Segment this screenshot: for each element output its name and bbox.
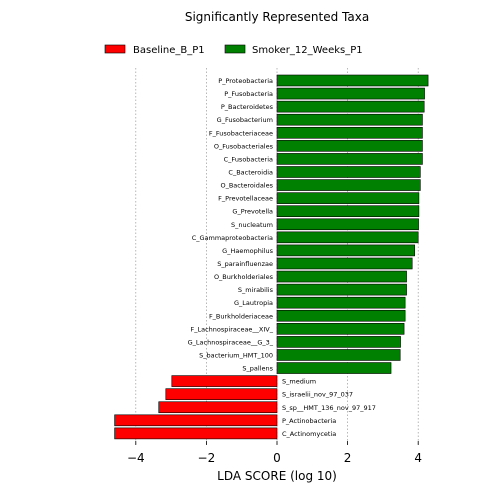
x-axis-label: LDA SCORE (log 10): [217, 469, 337, 483]
bar-label: F_Burkholderiaceae: [209, 312, 273, 320]
bar: [276, 74, 429, 87]
bar: [276, 126, 423, 139]
bar-label: S_parainfluenzae: [217, 260, 273, 268]
legend-label-smoker: Smoker_12_Weeks_P1: [252, 45, 363, 56]
bar: [114, 427, 278, 440]
x-tick-label: −2: [198, 451, 216, 465]
x-axis-ticks: −4 −2 0 2 4: [127, 441, 422, 465]
bar: [276, 113, 423, 126]
legend-label-baseline: Baseline_B_P1: [133, 45, 205, 56]
legend: Baseline_B_P1 Smoker_12_Weeks_P1: [104, 44, 363, 56]
bar: [165, 388, 278, 400]
bar-label: G_Prevotella: [232, 208, 273, 216]
bar-label: F_Prevotellaceae: [218, 195, 273, 203]
bar: [276, 218, 419, 231]
bar: [276, 283, 407, 296]
bar-labels: P_Proteobacteria P_Fusobacteria P_Bacteroi…: [188, 77, 376, 438]
bar: [276, 140, 423, 152]
bar-label: S_sp__HMT_136_nov_97_917: [282, 404, 376, 412]
bar: [276, 349, 401, 361]
legend-swatch-smoker: [224, 44, 246, 54]
bar: [276, 309, 406, 322]
bar-label: C_Actinomycetia: [282, 430, 336, 438]
bar: [276, 192, 420, 204]
bar-label: C_Fusobacteria: [224, 155, 273, 163]
bar-label: G_Fusobacterium: [217, 116, 273, 124]
bar: [114, 414, 278, 427]
bar: [276, 166, 421, 178]
bar-label: O_Burkholderiales: [214, 273, 274, 281]
bar: [276, 257, 413, 270]
bar: [276, 231, 419, 244]
bar-label: S_nucleatum: [231, 221, 273, 229]
bar-label: F_Lachnospiraceae__XIV_: [191, 325, 274, 333]
bar: [171, 375, 278, 387]
bar: [276, 244, 415, 257]
bar-label: P_Fusobacteria: [224, 90, 273, 98]
bar-label: C_Gammaproteobacteria: [192, 234, 273, 242]
bar: [276, 205, 420, 217]
bar-label: G_Lautropia: [234, 299, 273, 307]
bar-label: S_israelii_nov_97_037: [282, 391, 353, 399]
bar-label: G_Haemophilus: [222, 247, 273, 255]
bar-label: P_Bacteroidetes: [221, 103, 274, 111]
bar: [276, 362, 392, 374]
bar-label: P_Proteobacteria: [218, 77, 273, 85]
bar: [276, 100, 425, 113]
bar: [276, 179, 421, 191]
bar: [276, 296, 406, 309]
x-tick-label: 0: [273, 451, 281, 465]
x-tick-label: 4: [414, 451, 422, 465]
bar-label: S_pallens: [242, 365, 273, 373]
bar-label: C_Bacteroidia: [228, 168, 273, 176]
bar-label: F_Fusobacteriaceae: [209, 129, 273, 137]
legend-swatch-baseline: [104, 44, 126, 54]
bar-label: G_Lachnospiraceae__G_3_: [188, 338, 274, 346]
bar-label: O_Bacteroidales: [220, 182, 273, 190]
x-tick-label: −4: [127, 451, 145, 465]
chart-title: Significantly Represented Taxa: [185, 10, 369, 24]
bar-label: O_Fusobacteriales: [214, 142, 274, 150]
bar-label: S_bacterium_HMT_100: [199, 351, 273, 359]
bar: [276, 87, 425, 100]
bar: [276, 336, 401, 348]
bar: [276, 270, 407, 283]
x-tick-label: 2: [344, 451, 352, 465]
bars: [114, 74, 429, 440]
bar-label: P_Actinobacteria: [282, 417, 336, 425]
bar: [158, 401, 278, 414]
bar: [276, 323, 405, 335]
bar-label: S_medium: [282, 378, 316, 386]
bar-label: S_mirabilis: [238, 286, 274, 294]
bar: [276, 153, 423, 165]
